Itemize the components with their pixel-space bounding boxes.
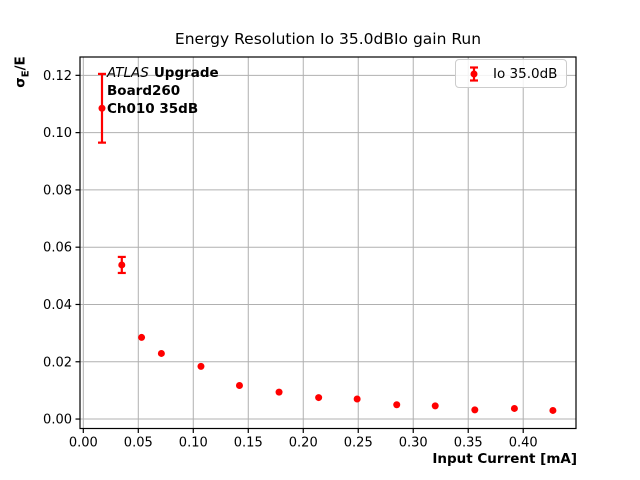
x-tick-label: 0.05	[124, 436, 153, 451]
gridlines	[80, 57, 576, 429]
annotation-line-1: ATLAS Upgrade	[107, 64, 219, 82]
data-point	[197, 362, 205, 370]
series-io-35-0db	[97, 72, 557, 414]
x-tick-label: 0.10	[179, 436, 208, 451]
y-axis-label: σE/E	[13, 56, 32, 88]
data-point	[275, 388, 283, 396]
x-tick-label: 0.40	[509, 436, 538, 451]
x-tick-label: 0.15	[234, 436, 263, 451]
annotation-channel-text: Ch010 35dB	[107, 101, 199, 117]
annotation-board-text: Board260	[107, 83, 181, 99]
x-tick-label: 0.30	[399, 436, 428, 451]
x-tick-label: 0.25	[344, 436, 373, 451]
data-point	[549, 406, 557, 414]
legend-entry-label: Io 35.0dB	[493, 65, 558, 82]
data-point	[98, 104, 106, 112]
errorbar-marker-icon	[470, 65, 478, 82]
y-tick-label: 0.02	[43, 355, 72, 370]
x-tick-label: 0.35	[454, 436, 483, 451]
data-point	[510, 404, 518, 412]
y-tick-label: 0.08	[43, 183, 72, 198]
y-tick-label: 0.00	[43, 413, 72, 428]
data-point	[138, 333, 146, 341]
y-axis-label-subscript: E	[20, 70, 32, 78]
y-axis-label-sigma: σ	[12, 77, 29, 88]
data-point	[431, 402, 439, 410]
data-point	[157, 349, 165, 357]
data-point	[353, 395, 361, 403]
data-point	[393, 401, 401, 409]
y-tick-label: 0.06	[43, 241, 72, 256]
plot-frame	[79, 56, 577, 430]
legend: Io 35.0dB	[455, 59, 567, 88]
data-point	[471, 406, 479, 414]
annotation-upgrade-text: Upgrade	[153, 65, 219, 81]
x-axis-ticks: 0.00 0.05 0.10 0.15 0.20 0.25 0.30 0.35 0.40	[69, 428, 538, 451]
y-tick-label: 0.12	[43, 69, 72, 84]
x-tick-label: 0.20	[289, 436, 318, 451]
atlas-annotation: ATLAS Upgrade Board260 Ch010 35dB	[107, 64, 219, 118]
y-axis-ticks: 0.00 0.02 0.04 0.06 0.08 0.10 0.12	[43, 69, 80, 428]
y-tick-label: 0.04	[43, 298, 72, 313]
data-point	[118, 261, 126, 269]
y-tick-label: 0.10	[43, 126, 72, 141]
x-axis-label: Input Current [mA]	[432, 451, 577, 467]
chart-title: Energy Resolution Io 35.0dBIo gain Run	[174, 30, 482, 48]
data-point	[315, 394, 323, 402]
y-axis-label-rest: /E	[12, 56, 29, 71]
data-point	[235, 382, 243, 390]
annotation-atlas-text: ATLAS	[107, 65, 149, 81]
x-tick-label: 0.00	[69, 436, 98, 451]
